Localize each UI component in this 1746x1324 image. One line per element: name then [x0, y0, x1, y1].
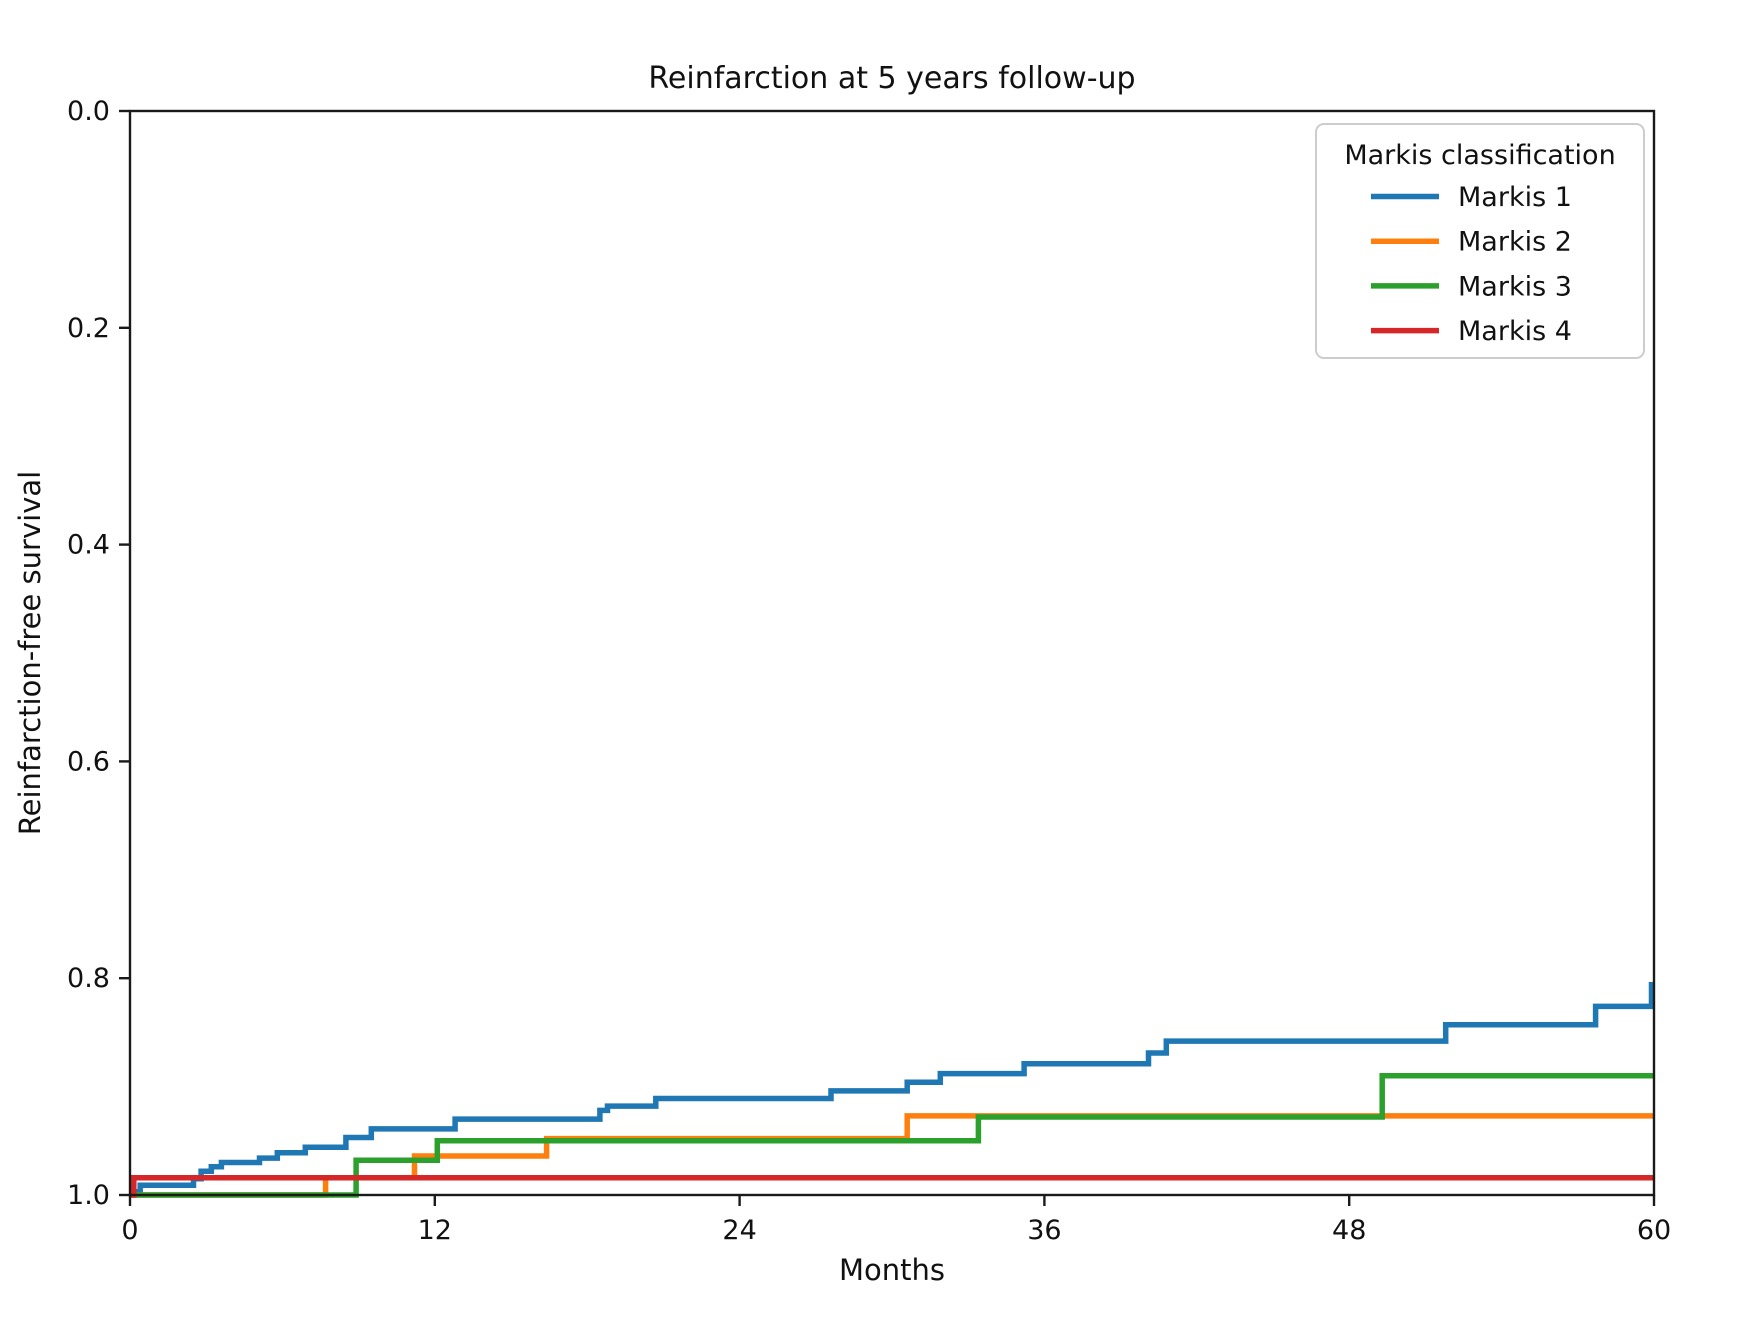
chart-title: Reinfarction at 5 years follow-up	[648, 61, 1135, 96]
y-axis-label: Reinfarction-free survival	[13, 471, 47, 835]
series-line-markis-1	[130, 981, 1655, 1195]
legend: Markis classification Markis 1 Markis 2 Mar…	[1315, 123, 1645, 359]
legend-label-markis-3: Markis 3	[1458, 271, 1572, 302]
plot-box-spines	[128, 109, 1656, 1197]
y-tick-label: 0.2	[67, 313, 110, 344]
curves-layer	[130, 981, 1655, 1198]
y-tick-label: 0.0	[67, 96, 110, 127]
y-tick-label: 1.0	[67, 1180, 110, 1211]
x-tick-label: 12	[418, 1215, 452, 1246]
legend-title: Markis classification	[1344, 140, 1615, 171]
series-line-markis-2	[130, 1113, 1654, 1198]
y-tick-label: 0.6	[67, 746, 110, 777]
x-tick-label: 36	[1027, 1215, 1061, 1246]
x-axis-label: Months	[839, 1253, 945, 1287]
x-tick-label: 0	[121, 1215, 138, 1246]
legend-label-markis-2: Markis 2	[1458, 227, 1572, 258]
x-tick-label: 48	[1332, 1215, 1366, 1246]
legend-label-markis-4: Markis 4	[1458, 316, 1572, 347]
axes-layer: 0 12 24 36 48 60 0.0 0.2 0.4 0.6 0.8 1.0	[67, 96, 1671, 1246]
x-tick-label: 60	[1637, 1215, 1671, 1246]
y-tick-label: 0.8	[67, 963, 110, 994]
y-tick-label: 0.4	[67, 530, 110, 561]
x-tick-label: 24	[722, 1215, 756, 1246]
legend-label-markis-1: Markis 1	[1458, 182, 1572, 213]
legend-box	[1315, 123, 1645, 359]
